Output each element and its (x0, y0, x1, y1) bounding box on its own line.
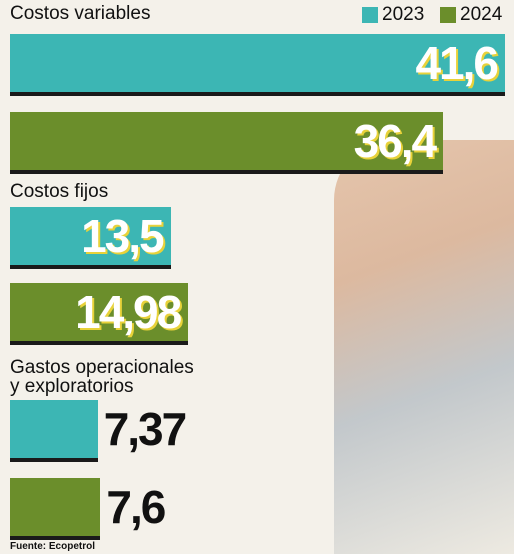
value-label: 7,37 (104, 400, 186, 458)
background-photo (334, 140, 514, 554)
value-label: 36,4 (10, 112, 435, 170)
legend-label: 2023 (382, 4, 424, 26)
legend-swatch (440, 7, 456, 23)
value-label: 13,5 (10, 207, 163, 265)
bar (10, 400, 98, 458)
value-label: 7,6 (106, 478, 164, 536)
legend-swatch (362, 7, 378, 23)
bar (10, 478, 100, 536)
value-label: 41,6 (10, 34, 497, 92)
legend-label: 2024 (460, 4, 502, 26)
category-label: Costos fijos (10, 182, 108, 201)
category-label: Costos variables (10, 4, 150, 23)
value-label: 14,98 (10, 283, 180, 341)
category-label: Gastos operacionales y exploratorios (10, 358, 194, 396)
chart: Fuente: Ecopetrol 2023 2024 Costos variabl… (0, 0, 514, 554)
source: Fuente: Ecopetrol (10, 541, 95, 552)
